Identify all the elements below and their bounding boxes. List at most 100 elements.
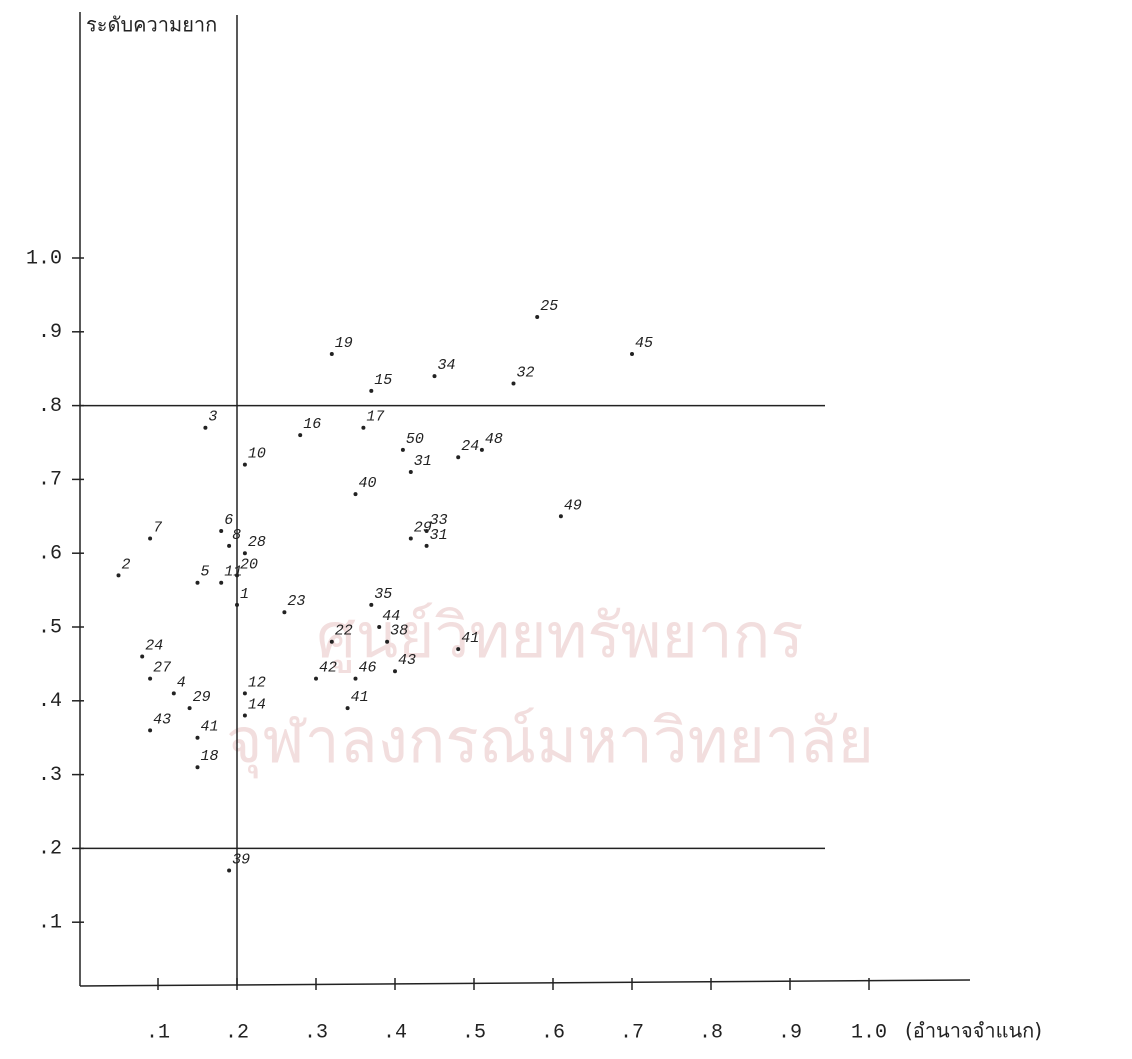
point-label: 34 bbox=[438, 357, 456, 374]
x-tick-label: 1.0 bbox=[851, 1021, 887, 1044]
point bbox=[329, 351, 334, 356]
point-label: 39 bbox=[232, 852, 250, 869]
point-label: 44 bbox=[382, 608, 400, 625]
x-tick-label: .4 bbox=[383, 1021, 407, 1044]
point-label: 7 bbox=[153, 519, 162, 536]
point-label: 25 bbox=[540, 298, 558, 315]
point bbox=[393, 669, 397, 674]
point-label: 20 bbox=[240, 556, 258, 573]
point-label: 46 bbox=[359, 660, 377, 677]
point bbox=[242, 691, 247, 696]
x-tick-label: .7 bbox=[620, 1021, 644, 1044]
point bbox=[369, 602, 374, 607]
point bbox=[282, 610, 287, 615]
point-label: 2 bbox=[122, 556, 131, 573]
point bbox=[242, 713, 247, 718]
point bbox=[148, 728, 153, 733]
point bbox=[408, 470, 413, 475]
point bbox=[432, 374, 437, 379]
point-label: 42 bbox=[319, 660, 337, 677]
point-label: 14 bbox=[248, 697, 266, 714]
point bbox=[511, 381, 516, 386]
x-axis-title: (อำนาจจำแนก) bbox=[905, 1019, 1042, 1043]
point bbox=[361, 425, 366, 430]
point bbox=[558, 514, 563, 519]
point-label: 3 bbox=[208, 409, 217, 426]
point bbox=[424, 543, 429, 548]
x-tick-label: .3 bbox=[304, 1021, 328, 1044]
point-label: 10 bbox=[248, 446, 266, 463]
point bbox=[479, 447, 484, 452]
point-label: 38 bbox=[390, 623, 408, 640]
point bbox=[235, 602, 239, 607]
y-tick-label: .6 bbox=[38, 542, 62, 565]
point-label: 18 bbox=[201, 748, 219, 765]
point bbox=[630, 351, 634, 356]
point-label: 16 bbox=[303, 416, 321, 433]
point bbox=[385, 639, 390, 644]
y-tick-label: .9 bbox=[38, 321, 62, 344]
point bbox=[353, 676, 358, 681]
x-tick-label: .5 bbox=[462, 1021, 486, 1044]
point-label: 50 bbox=[406, 431, 424, 448]
point-label: 19 bbox=[335, 335, 353, 352]
point bbox=[424, 529, 429, 534]
point-label: 24 bbox=[461, 438, 479, 455]
y-tick-label: .2 bbox=[38, 838, 62, 861]
x-tick-label: .1 bbox=[146, 1021, 170, 1044]
point-label: 27 bbox=[153, 660, 171, 677]
y-tick-label: .3 bbox=[38, 764, 62, 787]
point-label: 29 bbox=[193, 689, 211, 706]
point bbox=[242, 462, 247, 467]
y-tick-label: .8 bbox=[38, 395, 62, 418]
point bbox=[219, 580, 224, 585]
point bbox=[171, 691, 176, 696]
point-label: 48 bbox=[485, 431, 503, 448]
point-label: 49 bbox=[564, 497, 582, 514]
y-tick-label: .1 bbox=[38, 911, 62, 934]
x-tick-label: .8 bbox=[699, 1021, 723, 1044]
point-label: 15 bbox=[374, 372, 392, 389]
point bbox=[187, 706, 192, 711]
y-axis-title: ระดับความยาก bbox=[86, 13, 217, 37]
point bbox=[195, 765, 200, 770]
point-label: 17 bbox=[366, 409, 384, 426]
point-label: 12 bbox=[248, 674, 266, 691]
point bbox=[535, 315, 540, 320]
x-axis bbox=[79, 979, 971, 987]
point bbox=[203, 425, 208, 430]
x-tick-label: .6 bbox=[541, 1021, 565, 1044]
point bbox=[195, 735, 200, 740]
point bbox=[148, 676, 153, 681]
point bbox=[148, 536, 153, 541]
point-label: 22 bbox=[335, 623, 353, 640]
point-label: 23 bbox=[287, 593, 305, 610]
point bbox=[377, 625, 382, 629]
point bbox=[456, 647, 461, 652]
point bbox=[456, 455, 461, 460]
y-tick-label: .5 bbox=[38, 616, 62, 639]
point-label: 43 bbox=[398, 652, 416, 669]
point-label: 35 bbox=[374, 586, 392, 603]
point-label: 6 bbox=[224, 512, 233, 529]
point bbox=[329, 639, 334, 644]
point-label: 1 bbox=[240, 586, 249, 603]
point-label: 8 bbox=[232, 527, 241, 544]
watermark: ศูนย์วิทยทรัพยากร bbox=[316, 599, 803, 673]
point-label: 40 bbox=[359, 475, 377, 492]
point bbox=[219, 529, 224, 534]
point bbox=[408, 536, 413, 541]
y-tick-label: .7 bbox=[38, 469, 62, 492]
point-label: 43 bbox=[153, 711, 171, 728]
point-label: 45 bbox=[635, 335, 653, 352]
point-label: 31 bbox=[430, 527, 448, 544]
point-label: 41 bbox=[201, 719, 219, 736]
point-label: 4 bbox=[177, 674, 186, 691]
x-tick-label: .9 bbox=[778, 1021, 802, 1044]
point bbox=[298, 433, 303, 438]
point-label: 24 bbox=[145, 637, 163, 654]
point bbox=[242, 551, 247, 556]
point-label: 33 bbox=[430, 512, 448, 529]
point bbox=[369, 388, 374, 393]
